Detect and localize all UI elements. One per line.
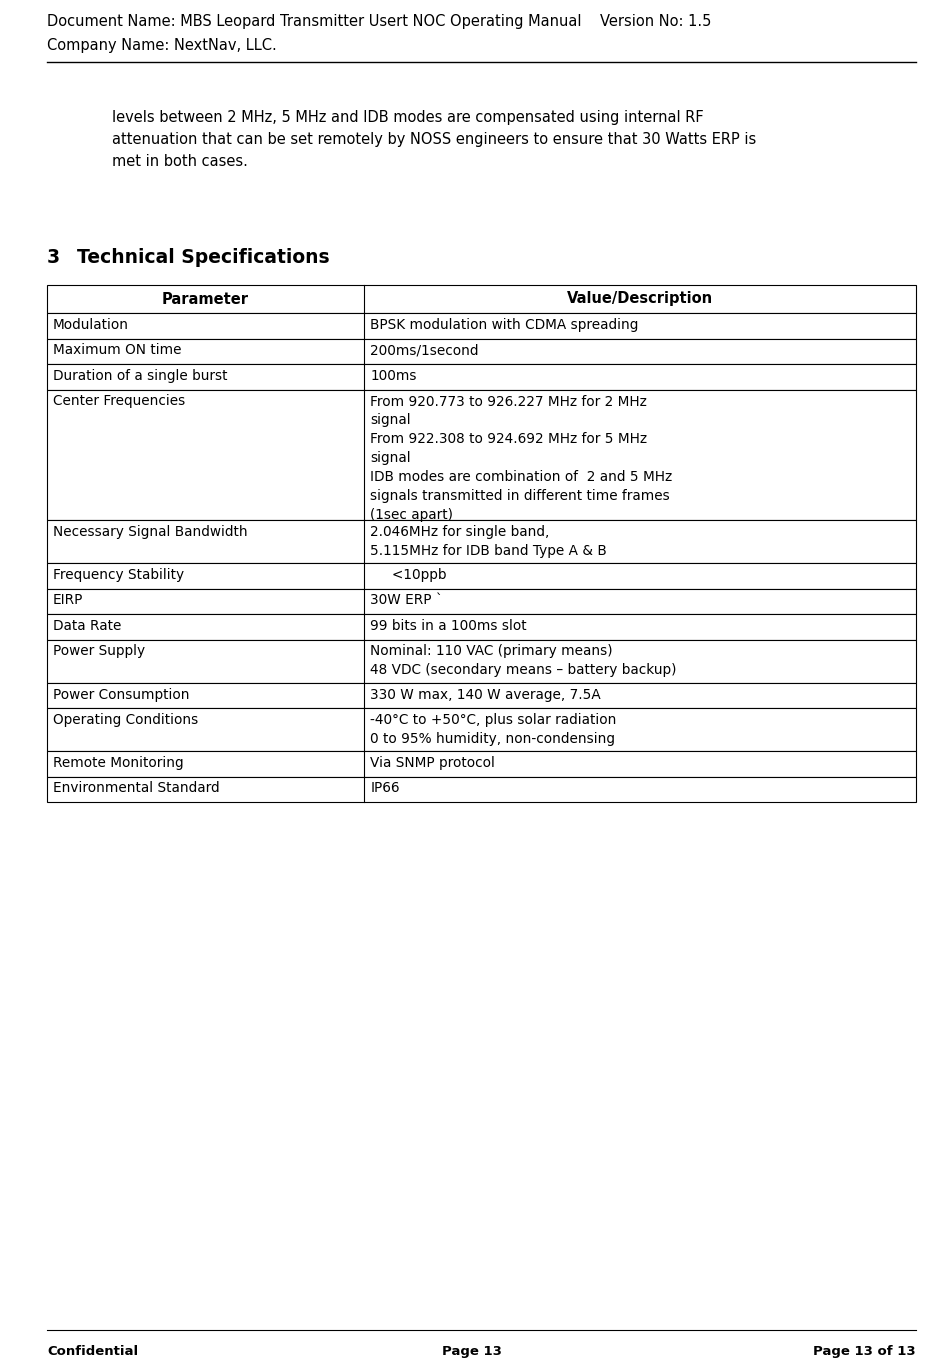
Bar bbox=[47, 520, 916, 563]
Text: 2.046MHz for single band,
5.115MHz for IDB band Type A & B: 2.046MHz for single band, 5.115MHz for I… bbox=[370, 524, 607, 558]
Text: Operating Conditions: Operating Conditions bbox=[53, 712, 198, 727]
Text: Company Name: NextNav, LLC.: Company Name: NextNav, LLC. bbox=[47, 38, 277, 53]
Bar bbox=[47, 750, 916, 776]
Bar bbox=[47, 708, 916, 750]
Text: 330 W max, 140 W average, 7.5A: 330 W max, 140 W average, 7.5A bbox=[370, 688, 601, 701]
Bar bbox=[47, 339, 916, 364]
Text: 30W ERP `: 30W ERP ` bbox=[370, 594, 443, 607]
Bar bbox=[47, 285, 916, 313]
Text: BPSK modulation with CDMA spreading: BPSK modulation with CDMA spreading bbox=[370, 317, 638, 332]
Text: 3: 3 bbox=[47, 248, 60, 267]
Text: Maximum ON time: Maximum ON time bbox=[53, 343, 181, 357]
Text: attenuation that can be set remotely by NOSS engineers to ensure that 30 Watts E: attenuation that can be set remotely by … bbox=[112, 132, 756, 147]
Bar bbox=[47, 563, 916, 588]
Text: IP66: IP66 bbox=[370, 782, 399, 795]
Text: 100ms: 100ms bbox=[370, 369, 416, 383]
Text: 99 bits in a 100ms slot: 99 bits in a 100ms slot bbox=[370, 618, 527, 633]
Text: Page 13: Page 13 bbox=[442, 1346, 502, 1358]
Text: Technical Specifications: Technical Specifications bbox=[77, 248, 329, 267]
Text: -40°C to +50°C, plus solar radiation
0 to 95% humidity, non-condensing: -40°C to +50°C, plus solar radiation 0 t… bbox=[370, 712, 616, 746]
Text: Value/Description: Value/Description bbox=[567, 291, 713, 306]
Text: Necessary Signal Bandwidth: Necessary Signal Bandwidth bbox=[53, 524, 247, 539]
Text: 200ms/1second: 200ms/1second bbox=[370, 343, 479, 357]
Text: Power Supply: Power Supply bbox=[53, 644, 145, 658]
Text: Parameter: Parameter bbox=[162, 291, 249, 306]
Bar bbox=[47, 364, 916, 390]
Text: Power Consumption: Power Consumption bbox=[53, 688, 190, 701]
Bar bbox=[47, 313, 916, 339]
Bar bbox=[47, 640, 916, 682]
Bar bbox=[47, 682, 916, 708]
Text: Environmental Standard: Environmental Standard bbox=[53, 782, 220, 795]
Text: Center Frequencies: Center Frequencies bbox=[53, 395, 185, 409]
Text: Remote Monitoring: Remote Monitoring bbox=[53, 756, 184, 770]
Text: Duration of a single burst: Duration of a single burst bbox=[53, 369, 228, 383]
Text: Document Name: MBS Leopard Transmitter Usert NOC Operating Manual    Version No:: Document Name: MBS Leopard Transmitter U… bbox=[47, 14, 712, 29]
Text: Data Rate: Data Rate bbox=[53, 618, 122, 633]
Text: levels between 2 MHz, 5 MHz and IDB modes are compensated using internal RF: levels between 2 MHz, 5 MHz and IDB mode… bbox=[112, 110, 703, 125]
Text: Nominal: 110 VAC (primary means)
48 VDC (secondary means – battery backup): Nominal: 110 VAC (primary means) 48 VDC … bbox=[370, 644, 677, 677]
Text: Modulation: Modulation bbox=[53, 317, 129, 332]
Text: Via SNMP protocol: Via SNMP protocol bbox=[370, 756, 495, 770]
Bar bbox=[47, 614, 916, 640]
Text: EIRP: EIRP bbox=[53, 594, 83, 607]
Text: Confidential: Confidential bbox=[47, 1346, 138, 1358]
Text: Frequency Stability: Frequency Stability bbox=[53, 568, 184, 582]
Bar bbox=[47, 776, 916, 802]
Text: <10ppb: <10ppb bbox=[370, 568, 447, 582]
Bar bbox=[47, 588, 916, 614]
Bar bbox=[47, 390, 916, 520]
Text: met in both cases.: met in both cases. bbox=[112, 154, 248, 169]
Text: From 920.773 to 926.227 MHz for 2 MHz
signal
From 922.308 to 924.692 MHz for 5 M: From 920.773 to 926.227 MHz for 2 MHz si… bbox=[370, 395, 672, 522]
Text: Page 13 of 13: Page 13 of 13 bbox=[814, 1346, 916, 1358]
